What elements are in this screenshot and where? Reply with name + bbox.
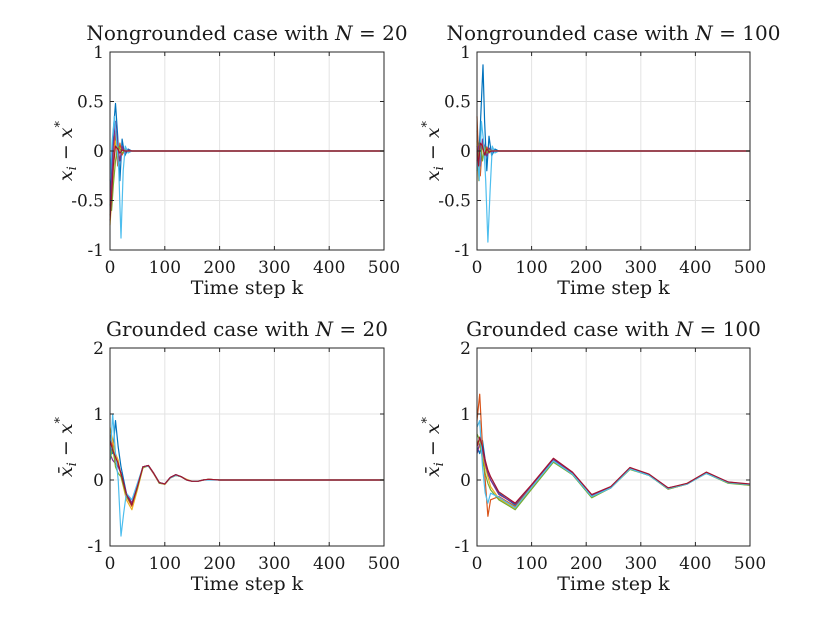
chart-panel-2: 0 100 200 300 400 500 1 0.5 0 -0.5 -1 Nongrounded c… [420, 21, 780, 299]
y-axis-label: xi − x* [420, 120, 447, 181]
chart-title: Nongrounded case with N = 20 [86, 21, 407, 45]
series-line-7 [109, 145, 384, 221]
series-line-6 [476, 420, 751, 509]
x-tick-label: 0 [105, 554, 116, 574]
x-axis-label: Time step k [191, 277, 304, 299]
x-tick-label: 200 [570, 554, 602, 574]
x-tick-label: 500 [368, 554, 400, 574]
y-tick-label: -1 [454, 537, 471, 557]
y-axis-label: x̄i − x* [420, 416, 447, 477]
y-axis-label: x̄i − x* [53, 416, 80, 477]
y-tick-label: 0.5 [77, 93, 104, 113]
x-tick-label: 100 [149, 554, 181, 574]
y-tick-label: -1 [87, 241, 104, 261]
series-line-7 [109, 440, 384, 506]
x-tick-label: 100 [515, 258, 547, 278]
x-tick-label: 400 [313, 258, 345, 278]
x-axis-label: Time step k [191, 573, 304, 595]
x-tick-label: 300 [258, 554, 290, 574]
x-tick-label: 0 [472, 258, 483, 278]
y-tick-label: 1 [460, 405, 471, 425]
y-tick-label: -1 [87, 537, 104, 557]
x-tick-label: 100 [149, 258, 181, 278]
x-tick-label: 200 [570, 258, 602, 278]
chart-title: Nongrounded case with N = 100 [447, 21, 781, 45]
x-axis-label: Time step k [557, 277, 670, 299]
y-tick-label: 1 [93, 43, 104, 63]
chart-title: Grounded case with N = 20 [106, 317, 388, 341]
series-line-1 [109, 102, 384, 206]
axes-frame [109, 347, 385, 547]
plot-area [110, 348, 384, 546]
x-axis-label: Time step k [557, 573, 670, 595]
x-tick-label: 500 [734, 258, 766, 278]
y-tick-label: -1 [454, 241, 471, 261]
series-line-6 [109, 115, 384, 239]
x-tick-label: 300 [625, 258, 657, 278]
x-tick-label: 400 [679, 554, 711, 574]
series-line-7 [476, 436, 751, 504]
y-tick-label: 0.5 [444, 93, 471, 113]
chart-title: Grounded case with N = 100 [466, 317, 761, 341]
y-tick-label: 1 [93, 405, 104, 425]
x-tick-label: 300 [258, 258, 290, 278]
y-tick-label: 0 [460, 142, 471, 162]
x-tick-label: 500 [368, 258, 400, 278]
y-tick-label: 1 [460, 43, 471, 63]
plot-area [477, 348, 750, 546]
x-tick-label: 300 [625, 554, 657, 574]
x-tick-label: 0 [472, 554, 483, 574]
x-tick-label: 100 [515, 554, 547, 574]
series-line-6 [476, 120, 750, 243]
x-tick-label: 400 [679, 258, 711, 278]
y-axis-label: xi − x* [53, 120, 80, 181]
x-tick-label: 500 [734, 554, 766, 574]
x-tick-label: 200 [203, 258, 235, 278]
y-tick-label: 0 [460, 471, 471, 491]
x-tick-label: 200 [203, 554, 235, 574]
x-tick-label: 400 [313, 554, 345, 574]
y-tick-label: 2 [93, 339, 104, 359]
y-tick-label: -0.5 [71, 192, 104, 212]
series-line-4 [109, 120, 384, 201]
y-tick-label: 2 [460, 339, 471, 359]
axes-frame [476, 347, 751, 547]
y-tick-label: 0 [93, 142, 104, 162]
x-tick-label: 0 [105, 258, 116, 278]
y-tick-label: -0.5 [438, 192, 471, 212]
y-tick-label: 0 [93, 471, 104, 491]
series-line-1 [476, 64, 750, 172]
chart-panel-1: 0 100 200 300 400 500 1 0.5 0 -0.5 -1 Nongrounded c… [53, 21, 408, 299]
